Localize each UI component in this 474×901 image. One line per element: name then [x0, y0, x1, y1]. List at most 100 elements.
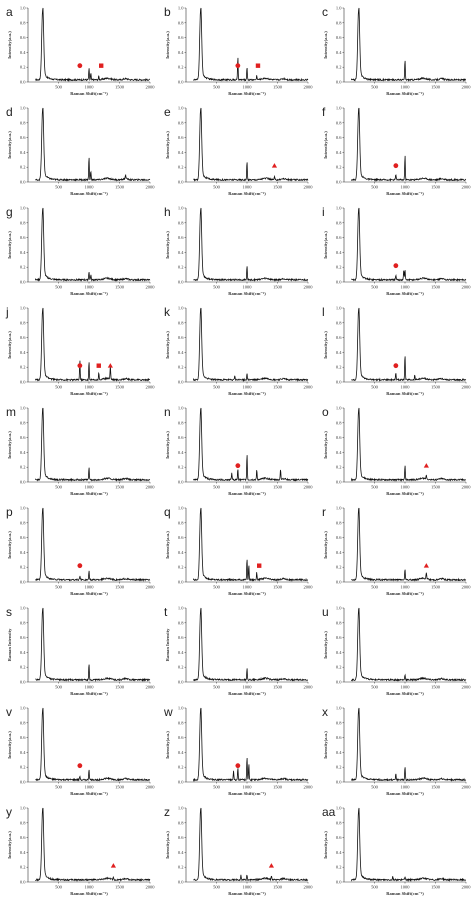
x-axis-label: Raman Shift(cm⁻¹): [70, 791, 108, 796]
x-tick-label: 1000: [85, 385, 95, 390]
panel-label: r: [322, 505, 326, 519]
panel-label: o: [322, 405, 329, 419]
y-tick-label: 0.6: [178, 535, 184, 540]
x-tick-label: 1000: [401, 185, 411, 190]
panel-label: f: [322, 105, 326, 119]
triangle-marker: [423, 463, 429, 468]
x-axis-label: Raman Shift(cm⁻¹): [386, 391, 424, 396]
panel-p: p 0.0 0.2 0.4 0.6 0.8 1.0 500 1000 1500 2000 Raman …: [6, 505, 155, 596]
panel-q: q 0.0 0.2 0.4 0.6 0.8 1.0 500 1000 1500 2000 Raman …: [164, 505, 313, 596]
y-axis-label: Intensity(a.u.): [7, 531, 12, 559]
x-axis-label: Raman Shift(cm⁻¹): [228, 391, 266, 396]
x-tick-label: 500: [213, 685, 221, 690]
x-tick-label: 1000: [401, 585, 411, 590]
x-tick-label: 1500: [273, 85, 283, 90]
circle-marker: [77, 63, 83, 69]
panel-label: n: [164, 405, 171, 419]
x-tick-label: 500: [371, 885, 379, 890]
y-tick-label: 1.0: [336, 106, 342, 111]
x-axis-label: Raman Shift(cm⁻¹): [228, 491, 266, 496]
x-tick-label: 1500: [431, 185, 441, 190]
y-tick-label: 0.4: [178, 450, 184, 455]
y-tick-label: 0.8: [20, 220, 26, 225]
y-tick-label: 1.0: [20, 306, 26, 311]
y-tick-label: 0.2: [336, 865, 342, 870]
x-tick-label: 2000: [146, 485, 156, 490]
x-tick-label: 500: [55, 285, 63, 290]
y-tick-label: 0.4: [178, 850, 184, 855]
panel-y: y 0.0 0.2 0.4 0.6 0.8 1.0 500 1000 1500 2000 Raman …: [6, 805, 155, 896]
x-tick-label: 500: [55, 485, 63, 490]
y-tick-label: 0.8: [336, 720, 342, 725]
x-tick-label: 1500: [273, 785, 283, 790]
spectrum-line: [192, 507, 309, 582]
y-tick-label: 0.2: [336, 665, 342, 670]
x-tick-label: 1500: [431, 785, 441, 790]
y-axis-label: Intensity(a.u.): [7, 231, 12, 259]
x-tick-label: 1000: [85, 485, 95, 490]
y-tick-label: 0.8: [336, 20, 342, 25]
x-tick-label: 500: [55, 85, 63, 90]
panel-label: b: [164, 5, 171, 19]
y-tick-label: 0.2: [20, 65, 26, 70]
y-tick-label: 0.2: [20, 865, 26, 870]
x-axis-label: Raman Shift(cm⁻¹): [386, 891, 424, 896]
y-axis-label: Intensity(a.u.): [323, 331, 328, 359]
x-tick-label: 2000: [462, 85, 472, 90]
spectrum-line: [350, 607, 467, 682]
y-axis-label: Intensity(a.u.): [7, 31, 12, 59]
y-tick-label: 0.2: [178, 865, 184, 870]
panel-h: h 0.0 0.2 0.4 0.6 0.8 1.0 500 1000 1500 2000 Raman …: [164, 205, 313, 296]
y-tick-label: 0.6: [336, 435, 342, 440]
y-tick-label: 0.8: [20, 420, 26, 425]
y-tick-label: 0.0: [20, 480, 26, 485]
y-tick-label: 0.4: [20, 550, 26, 555]
y-tick-label: 0.0: [178, 580, 184, 585]
x-tick-label: 2000: [146, 585, 156, 590]
y-axis-label: Intensity(a.u.): [165, 831, 170, 859]
y-tick-label: 0.0: [20, 380, 26, 385]
y-tick-label: 1.0: [20, 806, 26, 811]
y-tick-label: 1.0: [20, 606, 26, 611]
y-tick-label: 0.4: [336, 750, 342, 755]
spectrum-line: [35, 7, 151, 83]
x-tick-label: 1000: [243, 85, 253, 90]
x-axis-label: Raman Shift(cm⁻¹): [70, 291, 108, 296]
y-tick-label: 1.0: [178, 106, 184, 111]
x-tick-label: 1000: [243, 385, 253, 390]
y-tick-label: 0.2: [178, 665, 184, 670]
y-tick-label: 0.0: [336, 880, 342, 885]
spectrum-line: [193, 807, 309, 882]
panel-label: w: [163, 705, 173, 719]
x-axis-label: Raman Shift(cm⁻¹): [228, 591, 266, 596]
square-marker: [96, 363, 101, 368]
x-tick-label: 2000: [146, 685, 156, 690]
y-axis-label: Intensity(a.u.): [323, 631, 328, 659]
spectrum-line: [350, 707, 467, 782]
y-tick-label: 0.8: [336, 120, 342, 125]
x-tick-label: 500: [371, 685, 379, 690]
x-tick-label: 1500: [431, 385, 441, 390]
x-tick-label: 2000: [304, 585, 314, 590]
y-tick-label: 0.8: [336, 420, 342, 425]
panel-label: h: [164, 205, 171, 219]
y-tick-label: 0.4: [336, 850, 342, 855]
x-tick-label: 1000: [85, 785, 95, 790]
panel-a: a 0.0 0.2 0.4 0.6 0.8 1.0 500 1000 1500 2000 Raman …: [6, 5, 155, 96]
x-tick-label: 1000: [243, 685, 253, 690]
x-tick-label: 1500: [273, 385, 283, 390]
panel-c: c 0.0 0.2 0.4 0.6 0.8 1.0 500 1000 1500 2000 Raman …: [322, 5, 471, 96]
y-tick-label: 0.2: [178, 65, 184, 70]
y-tick-label: 0.4: [20, 50, 26, 55]
y-tick-label: 0.0: [20, 180, 26, 185]
y-tick-label: 0.2: [178, 465, 184, 470]
y-tick-label: 0.8: [336, 520, 342, 525]
panel-label: aa: [322, 805, 336, 819]
y-tick-label: 0.8: [20, 820, 26, 825]
triangle-marker: [110, 863, 116, 868]
y-axis-label: Intensity(a.u.): [323, 31, 328, 59]
x-tick-label: 500: [371, 585, 379, 590]
panel-t: t 0.0 0.2 0.4 0.6 0.8 1.0 500 1000 1500 2000 Raman …: [164, 605, 313, 696]
y-axis-label: Intensity(a.u.): [7, 331, 12, 359]
